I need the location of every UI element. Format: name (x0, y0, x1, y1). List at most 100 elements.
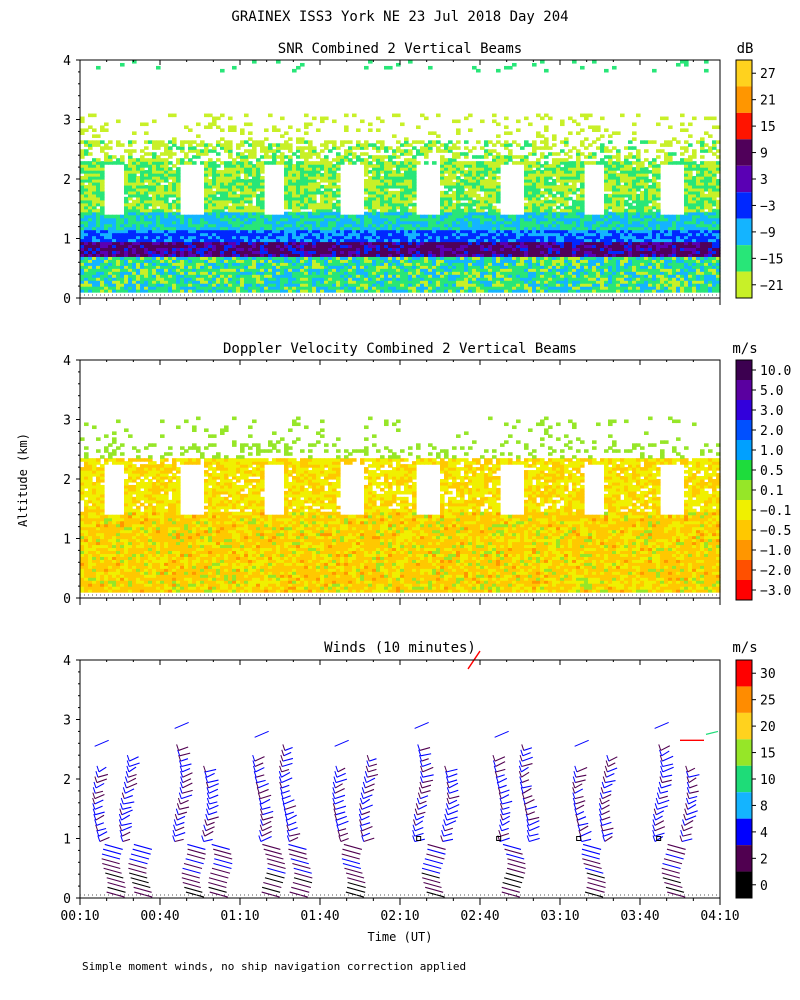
field-cell (628, 220, 633, 225)
field-cell (348, 250, 353, 254)
field-cell (580, 253, 585, 257)
field-cell (600, 241, 605, 246)
field-cell (544, 226, 549, 231)
field-cell (340, 238, 345, 243)
field-cell (652, 205, 657, 210)
field-cell (100, 241, 105, 246)
field-cell (304, 226, 309, 231)
field-cell (608, 217, 613, 222)
field-cell (404, 247, 409, 251)
field-cell (436, 247, 441, 251)
field-cell (248, 223, 253, 228)
field-cell (228, 208, 233, 213)
field-cell (348, 226, 353, 231)
field-cell (336, 238, 341, 243)
field-cell (508, 220, 513, 225)
field-cell (508, 217, 513, 222)
field-cell (592, 238, 597, 243)
field-cell (152, 259, 157, 263)
field-cell (320, 196, 325, 201)
field-cell (92, 193, 97, 198)
field-cell (412, 283, 417, 287)
field-cell (248, 271, 253, 275)
field-cell (208, 268, 213, 272)
field-cell (612, 280, 617, 284)
field-cell (656, 247, 661, 251)
field-cell (532, 232, 537, 237)
field-cell (124, 223, 129, 228)
field-cell (392, 196, 397, 201)
field-cell (660, 214, 665, 219)
field-cell (220, 202, 225, 207)
field-cell (460, 220, 465, 225)
field-cell (692, 238, 697, 243)
field-cell (336, 277, 341, 281)
field-cell (424, 277, 429, 281)
field-cell (356, 277, 361, 281)
field-cell (472, 268, 477, 272)
field-cell (676, 253, 681, 257)
field-cell (168, 250, 173, 254)
field-cell (500, 226, 505, 231)
field-cell (388, 211, 393, 216)
field-cell (316, 229, 321, 234)
field-cell (140, 286, 145, 290)
field-cell (96, 271, 101, 275)
field-cell (248, 199, 253, 204)
field-cell (548, 226, 553, 231)
field-cell (492, 238, 497, 243)
field-cell (148, 256, 153, 260)
field-cell (360, 247, 365, 251)
field-cell (180, 223, 185, 228)
field-cell (304, 241, 309, 246)
field-cell (384, 244, 389, 249)
field-cell (592, 250, 597, 254)
field-cell (280, 286, 285, 290)
field-cell (344, 286, 349, 290)
field-cell (184, 265, 189, 269)
field-cell (528, 202, 533, 207)
field-cell (500, 214, 505, 219)
field-cell (464, 214, 469, 219)
field-cell (420, 280, 425, 284)
field-cell (464, 283, 469, 287)
field-cell (592, 271, 597, 275)
field-cell (452, 268, 457, 272)
field-cell (308, 217, 313, 222)
field-cell (664, 277, 669, 281)
field-cell (144, 289, 149, 293)
field-cell (556, 241, 561, 246)
field-cell (616, 286, 621, 290)
field-cell (552, 211, 557, 216)
field-cell (200, 256, 205, 260)
field-cell (284, 223, 289, 228)
field-cell (716, 247, 721, 251)
field-cell (344, 226, 349, 231)
field-cell (516, 247, 521, 251)
field-cell (320, 277, 325, 281)
field-cell (652, 283, 657, 287)
field-cell (556, 280, 561, 284)
field-cell (664, 235, 669, 240)
field-cell (196, 223, 201, 228)
field-cell (468, 271, 473, 275)
field-cell (596, 289, 601, 293)
field-cell (496, 235, 501, 240)
field-cell (192, 280, 197, 284)
field-cell (692, 244, 697, 249)
field-cell (208, 256, 213, 260)
field-cell (580, 205, 585, 210)
field-cell (532, 235, 537, 240)
field-cell (260, 223, 265, 228)
field-cell (652, 271, 657, 275)
field-cell (472, 289, 477, 293)
field-cell (84, 196, 89, 201)
field-cell (540, 277, 545, 281)
field-cell (640, 232, 645, 237)
field-cell (520, 253, 525, 257)
field-cell (208, 232, 213, 237)
field-cell (700, 235, 705, 240)
field-cell (348, 244, 353, 249)
field-cell (260, 244, 265, 249)
field-cell (188, 289, 193, 293)
